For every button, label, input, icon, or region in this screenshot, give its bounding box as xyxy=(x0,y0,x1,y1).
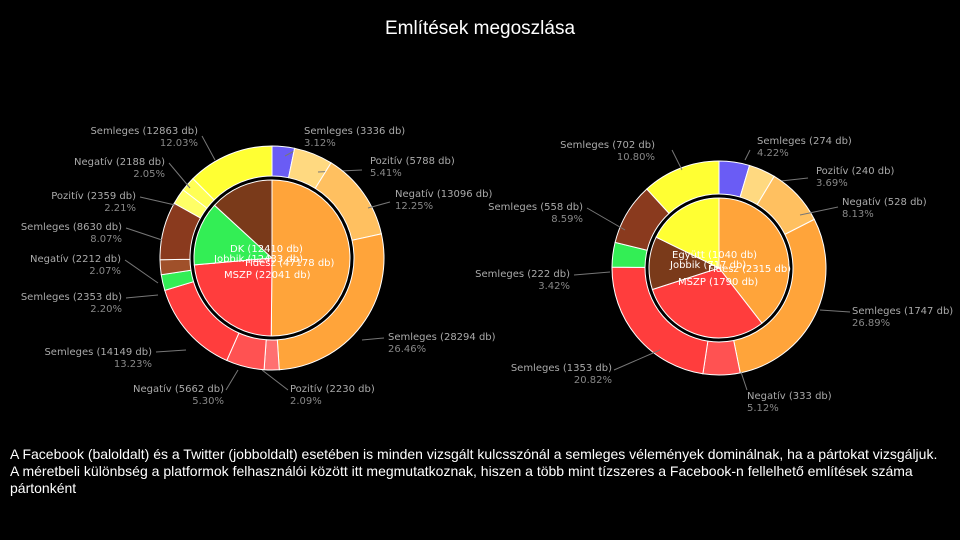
slice-label: Semleges (1747 db) xyxy=(852,306,953,317)
slice-percent: 8.07% xyxy=(90,234,122,245)
slice-percent: 2.09% xyxy=(290,396,322,407)
slice-percent: 8.59% xyxy=(551,214,583,225)
slice-label: Semleges (12863 db) xyxy=(90,126,198,137)
inner-slice xyxy=(651,267,763,339)
leader-line xyxy=(261,369,289,391)
slice-label: Negatív (13096 db) xyxy=(395,188,492,200)
slice-label: Negatív (5662 db) xyxy=(133,383,224,395)
inner-slice xyxy=(718,197,790,324)
slice-label: Semleges (2353 db) xyxy=(21,292,122,303)
sunburst-twitter: Semleges (274 db)4.22%Pozitív (240 db)3.… xyxy=(475,136,953,414)
slice-percent: 2.05% xyxy=(133,169,165,180)
outer-slice xyxy=(192,145,273,201)
slice-label: Semleges (558 db) xyxy=(488,202,583,213)
leader-line xyxy=(613,349,661,371)
slice-label: Semleges (3336 db) xyxy=(304,126,405,137)
inner-label: Fidesz (2315 db) xyxy=(708,264,791,275)
inner-label: MSZP (1790 db) xyxy=(678,277,758,288)
inner-label: Fidesz (47178 db) xyxy=(245,258,335,269)
leader-line xyxy=(586,207,626,231)
outer-slice xyxy=(646,160,720,215)
leader-line xyxy=(201,135,216,161)
slice-label: Semleges (274 db) xyxy=(757,136,852,147)
slice-label: Negatív (528 db) xyxy=(842,196,927,208)
leader-line xyxy=(168,162,191,189)
leader-line xyxy=(125,227,163,241)
leader-line xyxy=(225,369,239,391)
inner-label: Jobbik (717 db) xyxy=(669,260,746,271)
inner-label: DK (12410 db) xyxy=(230,244,303,255)
slice-percent: 5.41% xyxy=(370,168,402,179)
leader-line xyxy=(671,149,683,171)
slice-label: Semleges (14149 db) xyxy=(44,347,152,358)
slice-percent: 12.03% xyxy=(160,138,198,149)
inner-slice xyxy=(270,179,351,337)
slice-label: Semleges (28294 db) xyxy=(388,332,496,343)
leader-line xyxy=(361,337,385,341)
leader-line xyxy=(155,349,187,353)
slice-label: Semleges (222 db) xyxy=(475,269,570,280)
sunburst-facebook: Semleges (3336 db)3.12% Pozitív (5788 db)… xyxy=(21,126,496,407)
slice-percent: 5.30% xyxy=(192,396,224,407)
leader-line xyxy=(740,371,748,391)
slice-percent: 26.46% xyxy=(388,344,426,355)
inner-label: Együtt (1040 db) xyxy=(672,250,757,261)
slice-label: Pozitív (240 db) xyxy=(816,165,894,177)
slice-percent: 2.20% xyxy=(90,304,122,315)
inner-slice xyxy=(655,197,720,269)
leader-line xyxy=(367,201,391,209)
slice-label: Negatív (2188 db) xyxy=(74,156,165,168)
slice-label: Semleges (8630 db) xyxy=(21,222,122,233)
leader-line xyxy=(799,206,839,216)
slice-percent: 3.69% xyxy=(816,178,848,189)
slice-percent: 3.42% xyxy=(538,281,570,292)
slice-percent: 5.12% xyxy=(747,403,779,414)
slice-label: Pozitív (2230 db) xyxy=(290,383,375,395)
inner-label: Jobbik (12433 db) xyxy=(213,254,303,265)
chart-title: Említések megoszlása xyxy=(384,18,576,39)
chart-caption: A Facebook (baloldalt) és a Twitter (job… xyxy=(10,446,938,496)
slice-percent: 2.21% xyxy=(104,203,136,214)
slice-label: Pozitív (5788 db) xyxy=(370,155,455,167)
slice-percent: 8.13% xyxy=(842,209,874,220)
slice-percent: 20.82% xyxy=(574,375,612,386)
slice-percent: 3.12% xyxy=(304,138,336,149)
slice-label: Negatív (333 db) xyxy=(747,390,832,402)
slice-percent: 4.22% xyxy=(757,148,789,159)
slice-label: Negatív (2212 db) xyxy=(30,253,121,265)
slice-percent: 26.89% xyxy=(852,318,890,329)
leader-line xyxy=(139,196,176,206)
outer-slice xyxy=(702,339,741,376)
slice-label: Pozitív (2359 db) xyxy=(51,190,136,202)
leader-line xyxy=(124,259,159,284)
inner-slice xyxy=(193,257,273,337)
slice-percent: 2.07% xyxy=(89,266,121,277)
slice-label: Semleges (1353 db) xyxy=(511,363,612,374)
inner-slice xyxy=(213,179,273,260)
slice-label: Semleges (702 db) xyxy=(560,140,655,151)
slice-percent: 13.23% xyxy=(114,359,152,370)
leader-line xyxy=(125,294,159,299)
slice-percent: 10.80% xyxy=(617,152,655,163)
inner-label: MSZP (22041 db) xyxy=(224,270,311,281)
leader-line xyxy=(573,271,611,276)
slice-percent: 12.25% xyxy=(395,201,433,212)
leader-line xyxy=(819,309,851,313)
leader-line xyxy=(744,149,751,161)
